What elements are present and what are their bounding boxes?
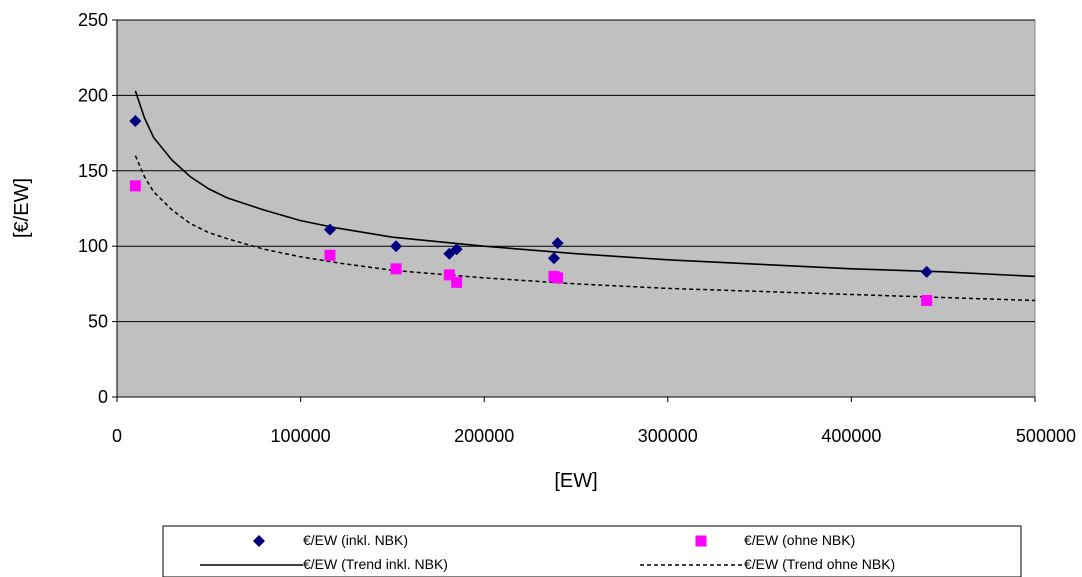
data-point-inkl-nbk xyxy=(390,240,403,253)
x-tick-label: 0 xyxy=(112,426,122,446)
y-axis-title: [€/EW] xyxy=(11,178,33,238)
y-tick-label: 200 xyxy=(78,85,108,105)
axes xyxy=(112,19,1036,402)
legend-box xyxy=(162,525,1022,577)
y-tick-label: 0 xyxy=(98,387,108,407)
legend-item: €/EW (ohne NBK) xyxy=(695,532,855,548)
legend-label: €/EW (ohne NBK) xyxy=(744,532,855,548)
x-tick-label: 400000 xyxy=(821,426,881,446)
legend-label: €/EW (inkl. NBK) xyxy=(303,532,408,548)
legend-item: €/EW (Trend ohne NBK) xyxy=(640,556,895,572)
data-point-ohne-nbk xyxy=(443,269,455,281)
y-tick-label: 150 xyxy=(78,161,108,181)
data-point-inkl-nbk xyxy=(450,243,463,256)
data-point-ohne-nbk xyxy=(552,272,564,284)
data-point-ohne-nbk xyxy=(390,263,402,275)
data-point-ohne-nbk xyxy=(451,276,463,288)
data-point-ohne-nbk xyxy=(921,294,933,306)
x-tick-label: 500000 xyxy=(1016,426,1076,446)
y-tick-label: 50 xyxy=(88,312,108,332)
y-tick-label: 250 xyxy=(78,10,108,30)
legend-label: €/EW (Trend inkl. NBK) xyxy=(303,556,448,572)
x-axis-title: [EW] xyxy=(554,470,597,492)
legend-marker-symbol xyxy=(695,535,707,547)
data-point-inkl-nbk xyxy=(547,252,560,265)
plot-area xyxy=(116,19,1036,398)
legend-item: €/EW (inkl. NBK) xyxy=(253,532,408,548)
trend-lines xyxy=(134,90,1036,302)
x-tick-label: 300000 xyxy=(638,426,698,446)
tick-labels: 0 50 100 150 200 250 0 100000 200000 300000 400000… xyxy=(78,10,1076,446)
data-markers xyxy=(129,115,933,306)
data-point-inkl-nbk xyxy=(129,115,142,128)
data-point-inkl-nbk xyxy=(920,265,933,278)
data-point-inkl-nbk xyxy=(323,223,336,236)
legend-label: €/EW (Trend ohne NBK) xyxy=(744,556,895,572)
gridlines xyxy=(117,19,1035,323)
legend-marker-symbol xyxy=(253,535,265,547)
data-point-ohne-nbk xyxy=(129,180,141,192)
x-tick-label: 200000 xyxy=(454,426,514,446)
x-tick-label: 100000 xyxy=(271,426,331,446)
data-point-ohne-nbk xyxy=(324,249,336,261)
legend: €/EW (inkl. NBK) €/EW (ohne NBK) €/EW (Tre… xyxy=(162,525,1022,577)
trend-line-ohne-nbk xyxy=(134,155,1036,302)
legend-item: €/EW (Trend inkl. NBK) xyxy=(200,556,448,572)
y-tick-label: 100 xyxy=(78,236,108,256)
trend-line-inkl-nbk xyxy=(134,90,1036,278)
data-point-inkl-nbk xyxy=(551,237,564,250)
